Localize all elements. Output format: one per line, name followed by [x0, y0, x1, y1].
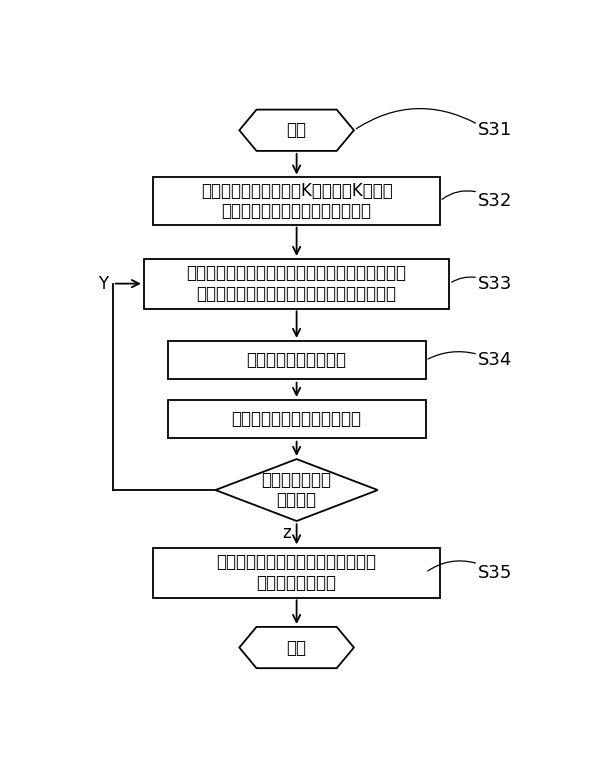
- Bar: [153, 548, 440, 597]
- Text: S32: S32: [478, 192, 513, 210]
- Bar: [144, 259, 450, 309]
- Text: 开始: 开始: [286, 121, 307, 139]
- Text: 评价函数值是否
发生变化: 评价函数值是否 发生变化: [262, 470, 331, 509]
- Text: S33: S33: [478, 275, 513, 293]
- Text: 更新簇的平均特征向量: 更新簇的平均特征向量: [246, 352, 347, 369]
- Text: S31: S31: [478, 121, 513, 139]
- Text: 将历史记录中跳闸的故障频域系数特征向量与簇的
平均特征向量做相似度计算并纳入对应的簇中: 将历史记录中跳闸的故障频域系数特征向量与簇的 平均特征向量做相似度计算并纳入对应…: [187, 264, 407, 303]
- Polygon shape: [239, 627, 354, 668]
- Text: 从历史故障记录中抽取K个对应于K个不同
故障位置的故障频域系数特征向量: 从历史故障记录中抽取K个对应于K个不同 故障位置的故障频域系数特征向量: [201, 182, 392, 221]
- Text: z: z: [283, 524, 291, 542]
- Text: 评价函数计算新簇的评价结果: 评价函数计算新簇的评价结果: [232, 411, 362, 428]
- Text: 确立与故障位置一一对应的典型故障
频域系数特征向量: 确立与故障位置一一对应的典型故障 频域系数特征向量: [217, 553, 376, 592]
- Text: 结束: 结束: [286, 639, 307, 656]
- Text: S34: S34: [478, 352, 513, 369]
- Bar: [168, 400, 426, 438]
- Text: S35: S35: [478, 564, 513, 581]
- Text: Y: Y: [98, 275, 108, 293]
- Bar: [168, 341, 426, 379]
- Bar: [153, 178, 440, 224]
- Polygon shape: [239, 110, 354, 151]
- Polygon shape: [216, 459, 378, 521]
